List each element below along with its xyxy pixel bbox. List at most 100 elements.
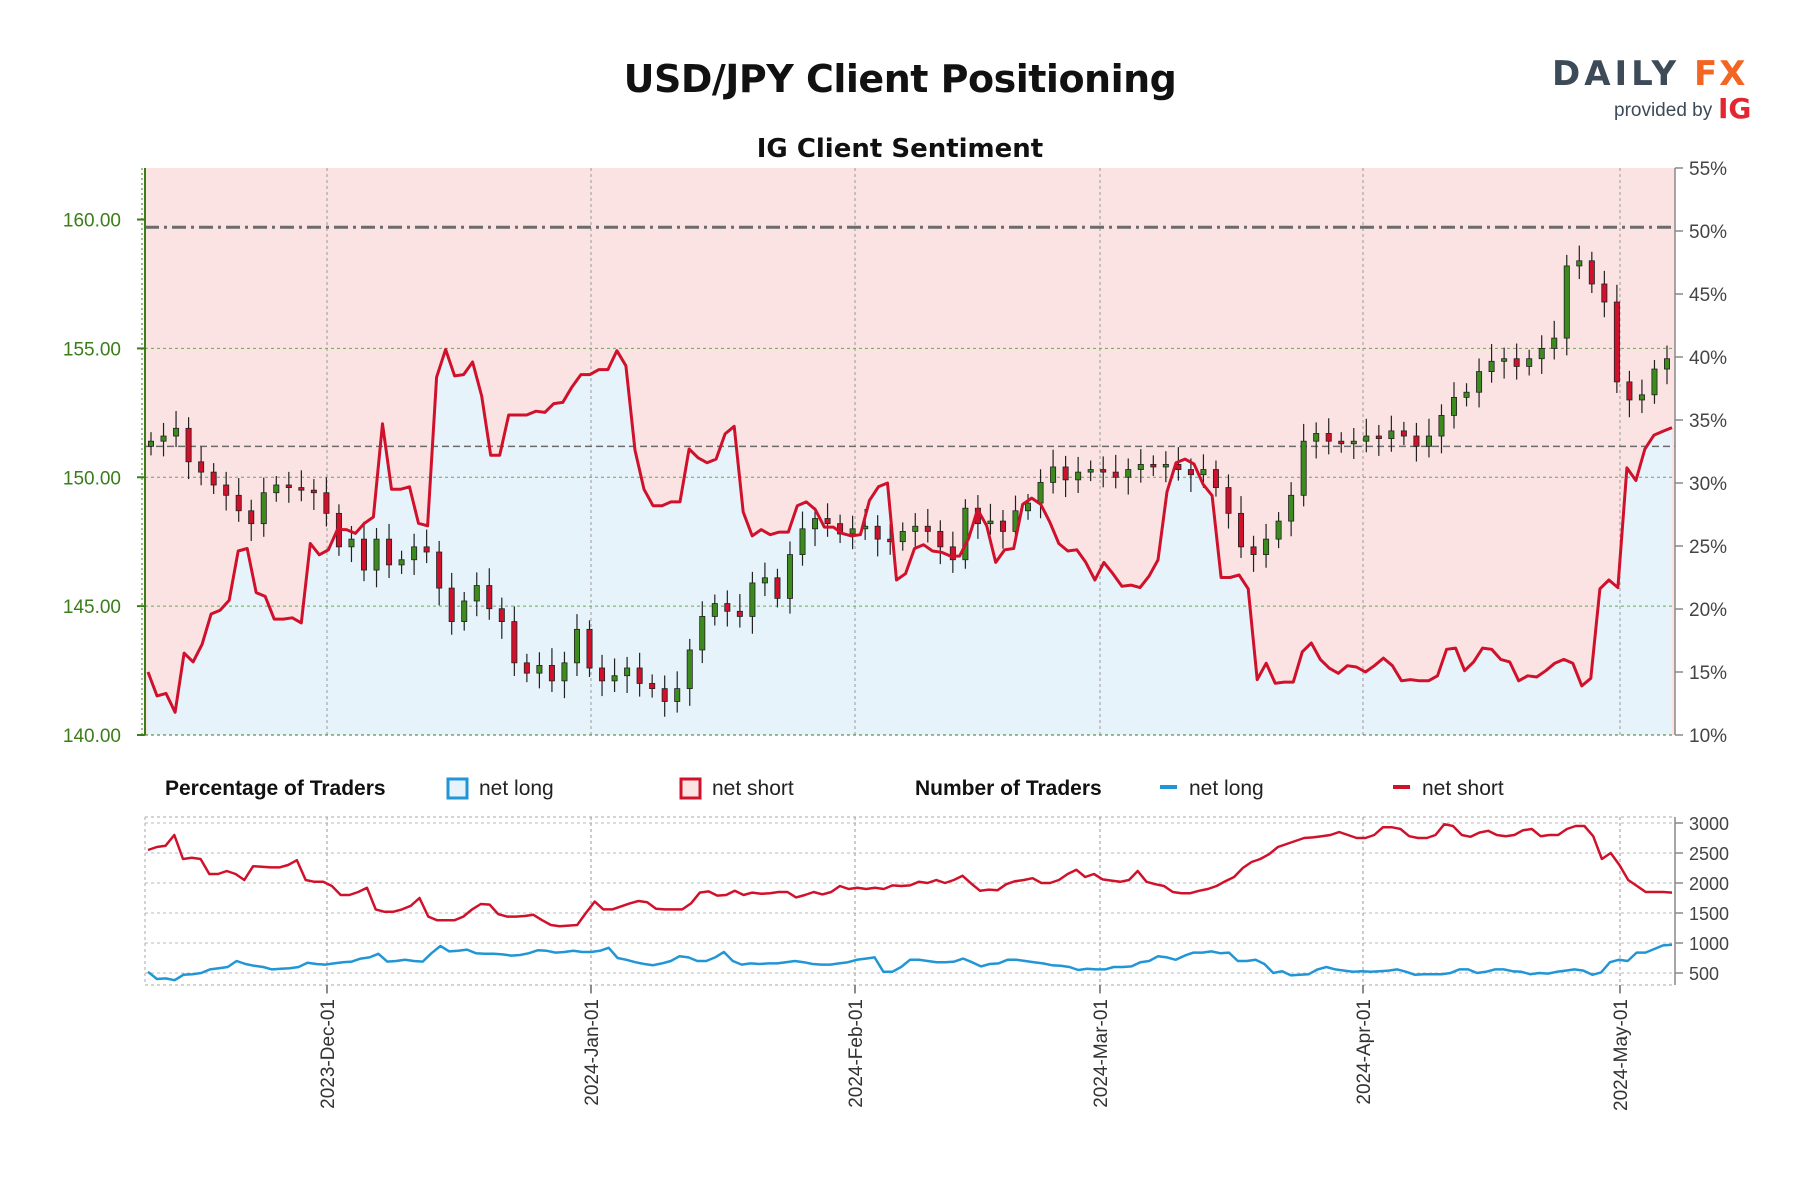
left-tick-label: 160.00 — [63, 211, 121, 232]
candle-body — [1488, 360, 1495, 373]
candle-body — [1062, 466, 1069, 481]
candle-body — [147, 440, 154, 447]
candle-body — [473, 585, 480, 602]
candle-body — [987, 520, 994, 525]
candle-body — [1664, 358, 1671, 370]
candle-body — [486, 585, 493, 610]
left-tick-label: 150.00 — [63, 468, 121, 489]
candle-body — [1363, 435, 1370, 442]
candle-body — [1350, 440, 1357, 445]
candle-body — [461, 600, 468, 622]
candle-body — [548, 665, 555, 682]
candle-body — [398, 559, 405, 566]
candle-body — [1238, 512, 1245, 548]
candle-body — [198, 461, 205, 473]
candle-body — [386, 538, 393, 566]
candle-body — [624, 667, 631, 677]
traders-net-long-line — [147, 943, 1673, 982]
candle-body — [586, 628, 593, 669]
right-tick-label: 45% — [1689, 285, 1727, 306]
candle-body — [210, 471, 217, 486]
candle-body — [448, 587, 455, 623]
candle-body — [523, 662, 530, 674]
legend-pct-long-swatch — [446, 777, 469, 800]
right-tick-label: 25% — [1689, 537, 1727, 558]
candle-body — [1501, 358, 1508, 362]
candle-body — [699, 616, 706, 651]
legend-num-short-label: net short — [1422, 777, 1504, 800]
candle-body — [912, 525, 919, 532]
candle-body — [711, 603, 718, 617]
candle-body — [786, 554, 793, 599]
x-tick-label: 2023-Dec-01 — [318, 999, 339, 1109]
candle-body — [536, 665, 543, 674]
candle-body — [724, 603, 731, 612]
right-tick-label: 10% — [1689, 726, 1727, 747]
candle-body — [298, 487, 305, 491]
candle-body — [999, 520, 1006, 532]
candle-body — [799, 528, 806, 555]
candle-body — [824, 518, 831, 525]
candle-body — [1100, 469, 1107, 473]
candle-body — [348, 538, 355, 548]
candle-body — [1313, 433, 1320, 442]
legend-num-heading: Number of Traders — [915, 777, 1102, 800]
legend-num-long-label: net long — [1189, 777, 1264, 800]
candle-body — [1438, 415, 1445, 437]
candle-body — [1626, 381, 1633, 401]
candle-body — [1200, 469, 1207, 476]
right-tick-label: 40% — [1689, 348, 1727, 369]
lower-tick-label: 3000 — [1689, 814, 1729, 834]
left-tick-label: 140.00 — [63, 726, 121, 747]
candle-body — [310, 489, 317, 494]
net-long-area — [148, 349, 1672, 735]
logo-provided-text: provided by — [1614, 100, 1713, 121]
candle-body — [1526, 358, 1533, 367]
legend-pct-long-label: net long — [479, 777, 554, 800]
candle-body — [736, 610, 743, 617]
candle-body — [1300, 440, 1307, 496]
candle-body — [1651, 368, 1658, 396]
candle-body — [1325, 433, 1332, 442]
candle-body — [611, 675, 618, 682]
logo-ig-text: IG — [1718, 92, 1751, 125]
x-axis-labels: 2023-Dec-01 2024-Jan-01 2024-Feb-01 2024-Ma… — [318, 985, 1632, 1111]
candle-body — [498, 608, 505, 622]
candle-body — [1400, 430, 1407, 437]
candle-body — [1288, 494, 1295, 522]
legend-pct-heading: Percentage of Traders — [165, 777, 386, 800]
candle-body — [949, 546, 956, 561]
lower-tick-label: 1500 — [1689, 904, 1729, 924]
candle-body — [1025, 502, 1032, 512]
right-tick-label: 20% — [1689, 600, 1727, 621]
candle-body — [1275, 520, 1282, 540]
right-tick-label: 15% — [1689, 663, 1727, 684]
logo-daily-text: DAILY — [1552, 54, 1680, 94]
candle-body — [1638, 394, 1645, 401]
lower-tick-label: 2500 — [1689, 844, 1729, 864]
candle-body — [1601, 283, 1608, 303]
candle-body — [561, 662, 568, 682]
candle-body — [812, 518, 819, 530]
candle-body — [436, 551, 443, 589]
lower-tick-label: 500 — [1689, 964, 1719, 984]
x-tick-label: 2024-Feb-01 — [846, 999, 867, 1108]
right-tick-label: 35% — [1689, 411, 1727, 432]
candle-body — [686, 649, 693, 690]
right-tick-label: 30% — [1689, 474, 1727, 495]
lower-panel: 500 1000 1500 2000 2500 3000 — [144, 814, 1729, 995]
candle-body — [1050, 466, 1057, 483]
candle-body — [649, 683, 656, 690]
candle-body — [1613, 301, 1620, 383]
candle-body — [1338, 440, 1345, 445]
dailyfx-logo: DAILY FX provided by IG — [1552, 54, 1751, 125]
legend-pct-short-swatch — [679, 777, 702, 800]
candle-body — [1563, 265, 1570, 339]
candle-body — [285, 484, 292, 488]
candle-body — [874, 525, 881, 540]
main-panel: 140.00 145.00 150.00 155.00 160.00 10% 15% 20% 2… — [63, 159, 1727, 747]
candle-body — [899, 530, 906, 543]
candle-body — [1225, 487, 1232, 514]
pct-net-long-line — [146, 347, 1673, 714]
